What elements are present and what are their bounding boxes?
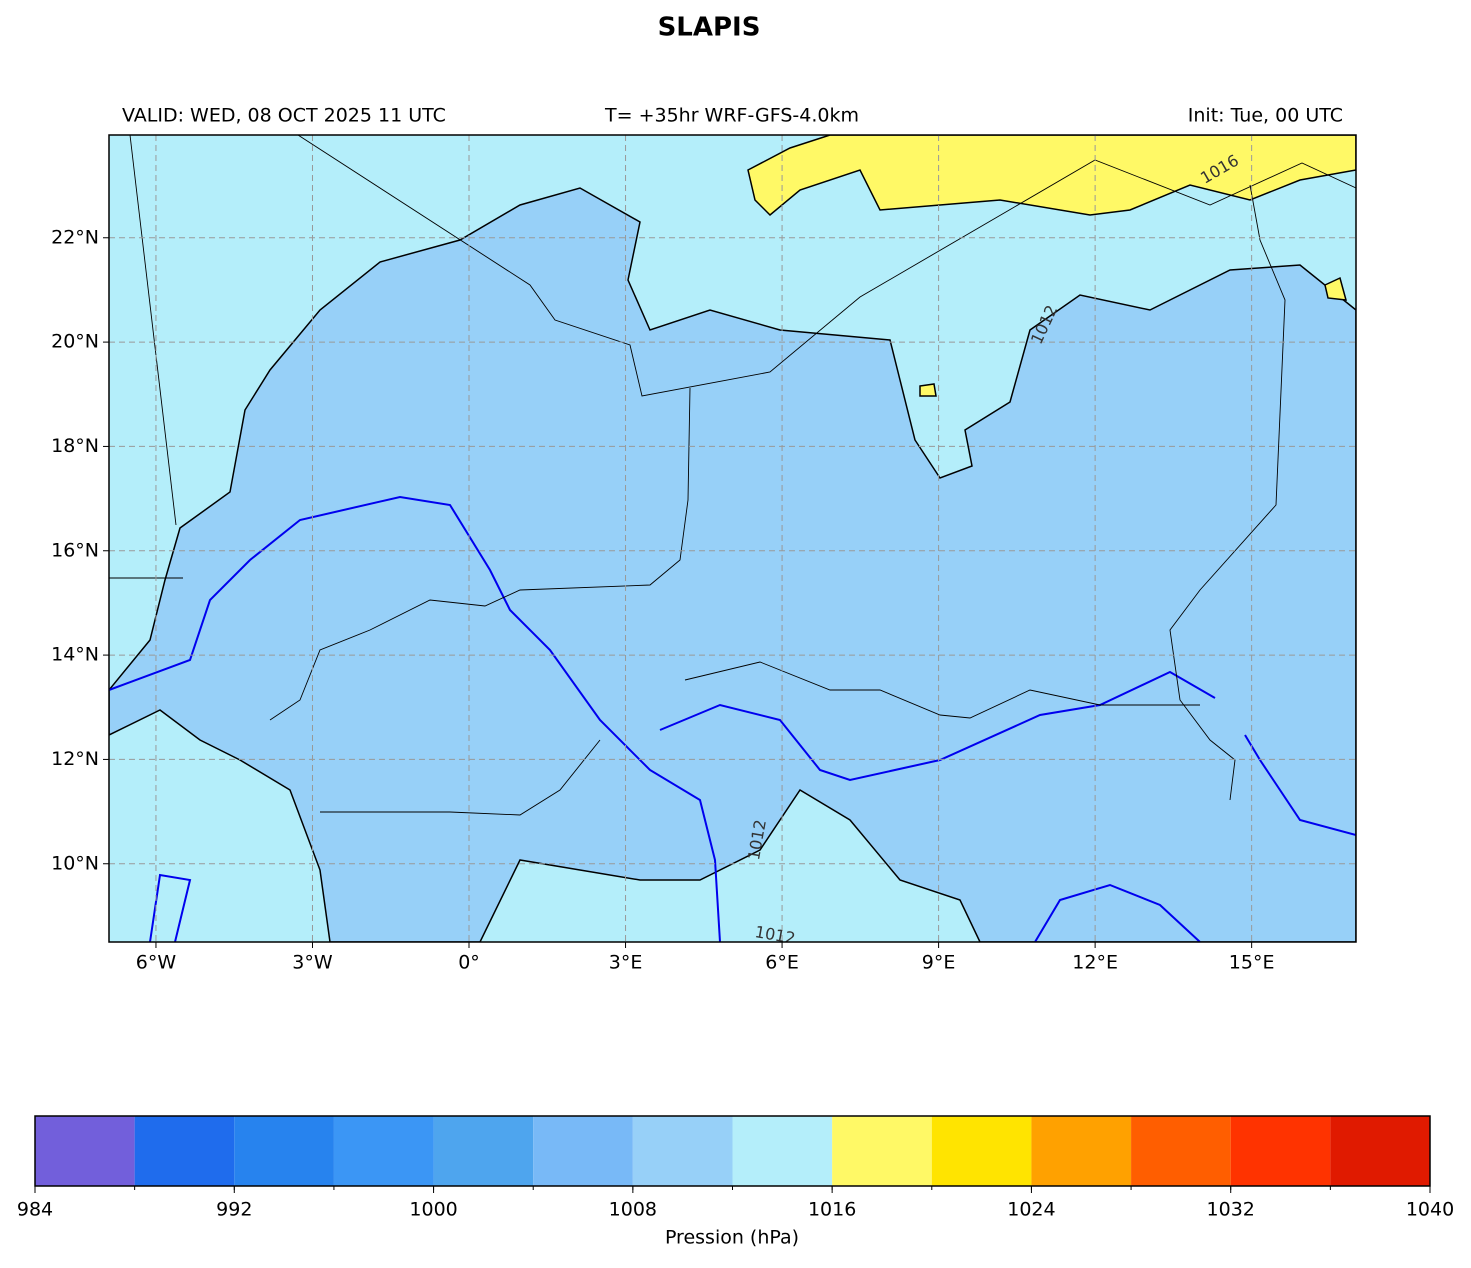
colorbar-tick-label: 984: [17, 1199, 53, 1221]
x-tick-label: 6°E: [765, 952, 799, 974]
run-info: T= +35hr WRF-GFS-4.0km: [604, 105, 859, 127]
y-tick-label: 16°N: [51, 539, 99, 561]
colorbar-bin: [1031, 1116, 1132, 1186]
colorbar-bin: [35, 1116, 135, 1186]
colorbar-bin: [931, 1116, 1032, 1186]
x-tick-label: 3°E: [609, 952, 643, 974]
x-tick-label: 3°W: [292, 952, 333, 974]
colorbar-bin: [533, 1116, 633, 1186]
contour-label: 1012: [753, 922, 796, 948]
valid-time: VALID: WED, 08 OCT 2025 11 UTC: [122, 105, 446, 127]
x-tick-label: 6°W: [136, 952, 177, 974]
x-tick-label: 9°E: [922, 952, 956, 974]
colorbar-bin: [333, 1116, 434, 1186]
colorbar-bin: [632, 1116, 733, 1186]
colorbar-tick-label: 1040: [1406, 1199, 1454, 1221]
colorbar-bin: [433, 1116, 534, 1186]
title: SLAPIS: [658, 13, 761, 43]
colorbar: 984 992 1000 1008 1016 1024 1032 1040: [17, 1115, 1454, 1221]
colorbar-tick-label: 1016: [808, 1199, 856, 1221]
x-tick-label: 0°: [458, 952, 480, 974]
colorbar-bin: [1131, 1116, 1231, 1186]
pressure-region: [109, 187, 1356, 942]
colorbar-tick-label: 992: [216, 1199, 252, 1221]
y-tick-label: 10°N: [51, 852, 99, 874]
x-tick-label: 12°E: [1072, 952, 1118, 974]
pressure-region: [747, 135, 1356, 397]
y-tick-label: 18°N: [51, 435, 99, 457]
border: [109, 135, 1356, 816]
y-tick-label: 12°N: [51, 748, 99, 770]
colorbar-tick-label: 1008: [609, 1199, 657, 1221]
colorbar-tick-label: 1032: [1207, 1199, 1255, 1221]
colorbar-bin: [832, 1116, 932, 1186]
y-tick-label: 14°N: [51, 644, 99, 666]
map-frame: [108, 134, 1357, 943]
colorbar-tick-label: 1000: [409, 1199, 457, 1221]
colorbar-bin: [234, 1116, 334, 1186]
y-tick-label: 22°N: [51, 226, 99, 248]
x-tick-label: 15°E: [1229, 952, 1275, 974]
colorbar-bin: [732, 1116, 833, 1186]
y-tick-label: 20°N: [51, 331, 99, 353]
colorbar-bin: [134, 1116, 235, 1186]
colorbar-bin: [1330, 1116, 1430, 1186]
colorbar-label: Pression (hPa): [665, 1227, 799, 1249]
colorbar-bin: [1230, 1116, 1331, 1186]
init-time: Init: Tue, 00 UTC: [1188, 105, 1343, 127]
isobar: [109, 495, 1356, 942]
colorbar-tick-label: 1024: [1007, 1199, 1055, 1221]
